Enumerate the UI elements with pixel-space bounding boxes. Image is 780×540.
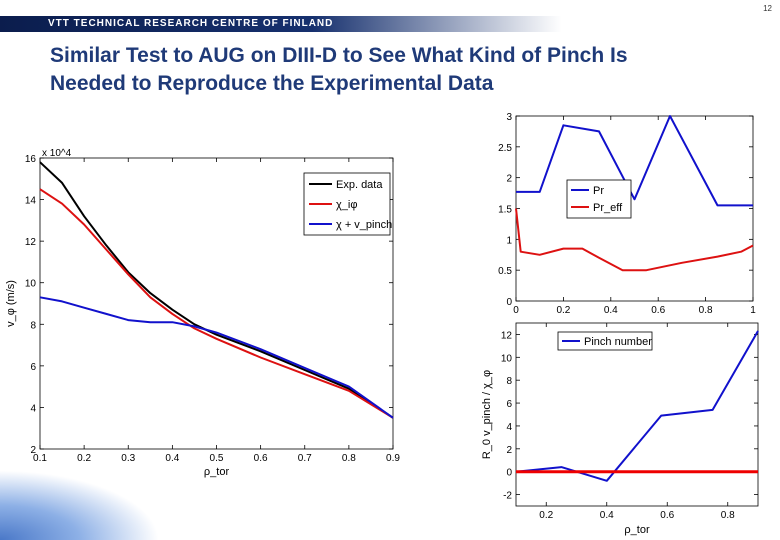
y-tick-label: 0.5 bbox=[498, 266, 512, 277]
x-tick-label: 0.8 bbox=[342, 453, 356, 464]
series-line-1 bbox=[515, 330, 759, 482]
x-tick-label: 0.9 bbox=[386, 453, 400, 464]
y-tick-label: 0 bbox=[506, 297, 512, 308]
legend-entry: Pr_eff bbox=[593, 202, 623, 214]
x-tick-label: 0.4 bbox=[600, 510, 614, 521]
x-axis-label: ρ_tor bbox=[624, 524, 650, 536]
plot-frame bbox=[515, 322, 759, 507]
plot-frame bbox=[515, 115, 754, 302]
y-tick-label: 2.5 bbox=[498, 143, 512, 154]
x-tick-label: 0.2 bbox=[77, 453, 91, 464]
chart-3: 0.2 0.4 0.6 0.8 -2 0 2 4 6 8 10 12 ρ_tor R_0 v_pinch … bbox=[481, 322, 759, 536]
x-tick-label: 0.2 bbox=[539, 510, 553, 521]
y-tick-label: 2 bbox=[506, 445, 512, 456]
page-number: 12 bbox=[763, 4, 772, 13]
legend-entry: χ + v_pinch bbox=[336, 219, 392, 231]
x-tick-label: 0.5 bbox=[210, 453, 224, 464]
x-tick-label: 0.3 bbox=[121, 453, 135, 464]
legend-entry: Pinch number bbox=[584, 336, 652, 348]
y-tick-label: 12 bbox=[25, 237, 37, 248]
legend-entry: χ_iφ bbox=[336, 199, 357, 211]
x-tick-label: 0.2 bbox=[556, 305, 570, 316]
series-line-1 bbox=[39, 161, 394, 419]
x-tick-label: 0 bbox=[513, 305, 519, 316]
series-line-3 bbox=[39, 296, 394, 419]
y-tick-label: 1.5 bbox=[498, 205, 512, 216]
banner-text: VTT TECHNICAL RESEARCH CENTRE OF FINLAND bbox=[48, 18, 334, 29]
y-tick-label: 6 bbox=[506, 399, 512, 410]
corner-decoration bbox=[0, 470, 160, 540]
legend-box bbox=[557, 331, 653, 351]
x-tick-label: 0.6 bbox=[660, 510, 674, 521]
y-tick-label: 16 bbox=[25, 154, 37, 165]
legend-entry: Pr bbox=[593, 185, 604, 197]
x-tick-label: 0.4 bbox=[165, 453, 179, 464]
chart-1: 0.1 0.2 0.3 0.4 0.5 0.6 0.7 0.8 0.9 2 4 6 8 10 12 14 16 x… bbox=[5, 148, 400, 478]
y-tick-label: 3 bbox=[506, 112, 512, 123]
x-axis-label: ρ_tor bbox=[204, 466, 230, 478]
legend-box bbox=[566, 179, 632, 219]
y-tick-label: 4 bbox=[30, 403, 36, 414]
x-tick-label: 0.1 bbox=[33, 453, 47, 464]
x-tick-label: 0.8 bbox=[721, 510, 735, 521]
y-tick-label: 1 bbox=[506, 235, 512, 246]
y-tick-label: 10 bbox=[501, 353, 513, 364]
series-line-2 bbox=[515, 208, 754, 272]
x-tick-label: 0.7 bbox=[298, 453, 312, 464]
y-tick-label: 6 bbox=[30, 362, 36, 373]
x-tick-label: 0.6 bbox=[254, 453, 268, 464]
series-line-1 bbox=[516, 115, 753, 207]
y-tick-label: 8 bbox=[30, 320, 36, 331]
y-tick-label: 0 bbox=[506, 468, 512, 479]
x-tick-label: 0.4 bbox=[604, 305, 618, 316]
x-tick-label: 0.6 bbox=[651, 305, 665, 316]
y-tick-label: -2 bbox=[503, 491, 512, 502]
y-tick-label: 12 bbox=[501, 330, 513, 341]
y-tick-label: 8 bbox=[506, 376, 512, 387]
legend-entry: Exp. data bbox=[336, 179, 383, 191]
series-line-2 bbox=[39, 188, 394, 419]
chart-2: 0 0.2 0.4 0.6 0.8 1 0 0.5 1 1.5 2 2.5 3 Pr Pr_eff bbox=[498, 112, 756, 316]
y-tick-label: 2 bbox=[506, 174, 512, 185]
y-tick-label: 4 bbox=[506, 422, 512, 433]
page-title: Similar Test to AUG on DIII-D to See Wha… bbox=[50, 42, 750, 98]
y-multiplier: x 10^4 bbox=[42, 148, 72, 159]
y-tick-label: 2 bbox=[30, 445, 36, 456]
title-line-2: Needed to Reproduce the Experimental Dat… bbox=[50, 72, 494, 95]
y-axis-label: R_0 v_pinch / χ_φ bbox=[481, 370, 493, 459]
y-tick-label: 10 bbox=[25, 279, 37, 290]
header-banner: VTT TECHNICAL RESEARCH CENTRE OF FINLAND bbox=[0, 16, 780, 32]
x-tick-label: 1 bbox=[750, 305, 756, 316]
y-axis-label: v_φ (m/s) bbox=[5, 280, 17, 327]
x-tick-label: 0.8 bbox=[699, 305, 713, 316]
y-tick-label: 14 bbox=[25, 196, 37, 207]
title-line-1: Similar Test to AUG on DIII-D to See Wha… bbox=[50, 44, 628, 67]
